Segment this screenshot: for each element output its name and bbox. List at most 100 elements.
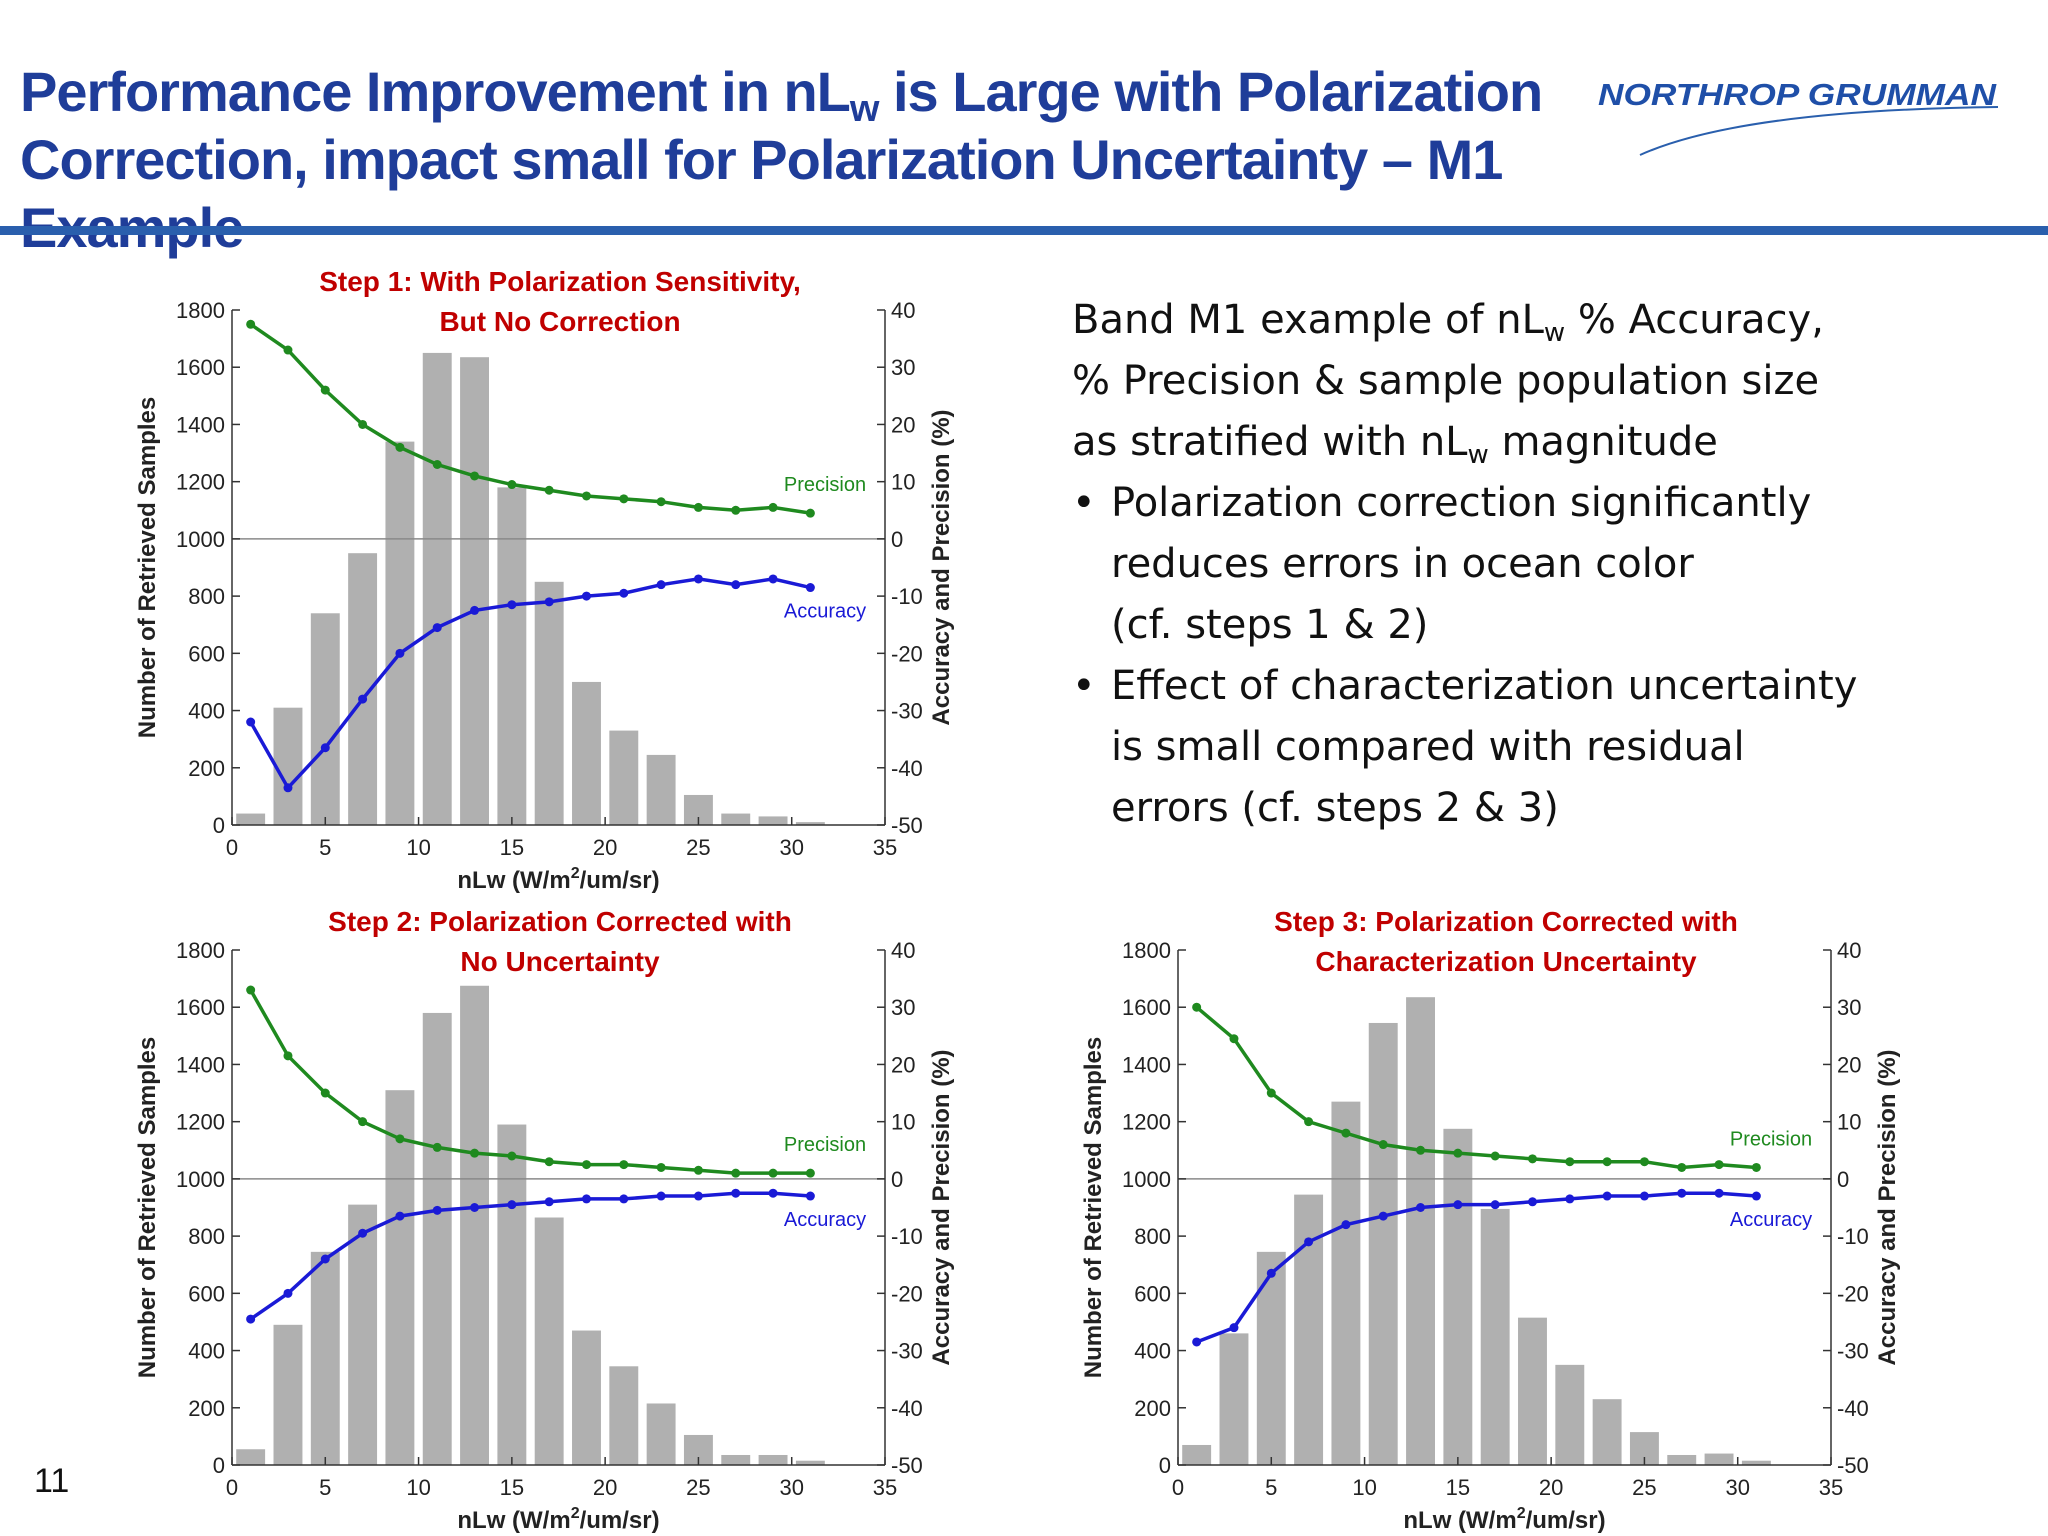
- x-tick-label: 30: [1725, 1475, 1749, 1500]
- series-point-accuracy: [768, 574, 778, 584]
- series-point-precision: [507, 480, 517, 490]
- y-tick-label: 800: [188, 1224, 225, 1249]
- accuracy-label: Accuracy: [784, 1209, 866, 1231]
- x-axis-label-sup: 2: [1517, 1505, 1526, 1522]
- precision-label: Precision: [784, 1134, 866, 1156]
- intro3-pre: as stratified with nL: [1072, 419, 1468, 465]
- series-point-precision: [283, 1051, 293, 1061]
- series-point-accuracy: [1490, 1200, 1500, 1210]
- series-point-precision: [246, 319, 256, 329]
- bullet-dot: •: [1072, 663, 1096, 709]
- series-point-accuracy: [1341, 1220, 1351, 1230]
- series-point-precision: [395, 442, 405, 452]
- x-axis-label-post: /um/sr): [580, 1507, 660, 1534]
- series-point-precision: [358, 1117, 368, 1127]
- y2-tick-label: -10: [1837, 1224, 1869, 1249]
- series-point-precision: [1565, 1157, 1575, 1167]
- series-point-accuracy: [731, 580, 741, 590]
- series-point-accuracy: [619, 588, 629, 598]
- series-point-accuracy: [1565, 1194, 1575, 1204]
- chart-title-line1: Step 2: Polarization Corrected with: [328, 906, 792, 937]
- bullet1-line2: reduces errors in ocean color: [1111, 541, 1694, 587]
- y-tick-label: 0: [1159, 1453, 1171, 1478]
- bar: [348, 1204, 378, 1465]
- series-line-precision: [249, 322, 811, 515]
- y-tick-label: 200: [1134, 1396, 1171, 1421]
- title-line1-pre: Performance Improvement in nL: [20, 60, 851, 123]
- x-axis-label-pre: nLw (W/m: [457, 867, 570, 894]
- x-axis-label-pre: nLw (W/m: [457, 1507, 570, 1534]
- series-point-precision: [581, 491, 591, 501]
- y-tick-label: 1600: [1122, 995, 1171, 1020]
- bar: [795, 822, 825, 825]
- bar: [236, 1449, 266, 1465]
- series-point-accuracy: [581, 591, 591, 601]
- intro-pre: Band M1 example of nL: [1072, 297, 1544, 343]
- y2-tick-label: -20: [1837, 1281, 1869, 1306]
- bar: [1480, 1208, 1510, 1465]
- series-point-precision: [1751, 1162, 1761, 1172]
- series-line-accuracy: [1196, 1191, 1757, 1344]
- bullet-2: • Effect of characterization uncertainty…: [1072, 656, 2012, 839]
- bar: [422, 1012, 452, 1465]
- y2-tick-label: -10: [891, 1224, 923, 1249]
- series-point-precision: [768, 502, 778, 512]
- bar: [385, 441, 415, 825]
- series-point-accuracy: [1416, 1203, 1426, 1212]
- x-tick-label: 5: [319, 1475, 331, 1500]
- y2-tick-label: -30: [891, 1339, 923, 1364]
- bar: [1443, 1128, 1473, 1465]
- series-point-accuracy: [1602, 1191, 1612, 1201]
- series-point-precision: [283, 345, 293, 355]
- x-tick-label: 0: [1172, 1475, 1184, 1500]
- series-point-accuracy: [1453, 1200, 1463, 1210]
- series-point-precision: [1527, 1154, 1537, 1164]
- bar: [1555, 1364, 1585, 1465]
- precision-label: Precision: [784, 474, 866, 496]
- series-point-accuracy: [693, 574, 703, 584]
- chart-title-line2: No Uncertainty: [460, 946, 660, 977]
- series-point-precision: [395, 1134, 405, 1144]
- bar: [1294, 1194, 1324, 1465]
- y2-tick-label: 0: [891, 527, 903, 552]
- y2-tick-label: -50: [891, 813, 923, 838]
- series-point-precision: [1266, 1088, 1276, 1098]
- bar: [236, 813, 266, 825]
- y-tick-label: 1800: [176, 298, 225, 323]
- series-point-precision: [656, 497, 666, 507]
- series-point-precision: [1229, 1034, 1239, 1044]
- series-point-precision: [768, 1168, 778, 1178]
- series-point-accuracy: [544, 1197, 554, 1207]
- series-point-precision: [693, 1165, 703, 1175]
- y-tick-label: 0: [213, 1453, 225, 1478]
- precision-label: Precision: [1730, 1128, 1812, 1150]
- y-tick-label: 1400: [1122, 1052, 1171, 1077]
- x-tick-label: 30: [779, 835, 803, 860]
- series-point-accuracy: [1714, 1188, 1724, 1198]
- x-tick-label: 35: [873, 835, 897, 860]
- y2-tick-label: -10: [891, 584, 923, 609]
- x-tick-label: 30: [779, 1475, 803, 1500]
- series-point-precision: [432, 460, 442, 469]
- x-tick-label: 5: [1265, 1475, 1277, 1500]
- series-point-precision: [358, 419, 368, 429]
- y-axis-label: Number of Retrieved Samples: [134, 397, 161, 738]
- y2-tick-label: 0: [891, 1167, 903, 1192]
- series-point-accuracy: [395, 648, 405, 658]
- y-tick-label: 1400: [176, 1052, 225, 1077]
- y-tick-label: 1000: [176, 527, 225, 552]
- series-point-precision: [656, 1162, 666, 1172]
- series-point-accuracy: [656, 580, 666, 590]
- series-point-accuracy: [283, 1288, 293, 1298]
- bar: [572, 1330, 601, 1465]
- title-line2: Correction, impact small for Polarizatio…: [20, 128, 1503, 259]
- bar: [758, 1454, 788, 1465]
- bar: [1704, 1453, 1734, 1465]
- series-point-precision: [320, 385, 330, 395]
- chart-title-line2: But No Correction: [439, 306, 680, 337]
- chart-step3: Step 3: Polarization Corrected with Chara…: [1080, 906, 1901, 1534]
- bar: [1592, 1399, 1622, 1465]
- x-tick-label: 20: [1539, 1475, 1563, 1500]
- chart-title: Step 1: With Polarization Sensitivity, Bu…: [319, 266, 801, 337]
- y-tick-label: 1000: [1122, 1167, 1171, 1192]
